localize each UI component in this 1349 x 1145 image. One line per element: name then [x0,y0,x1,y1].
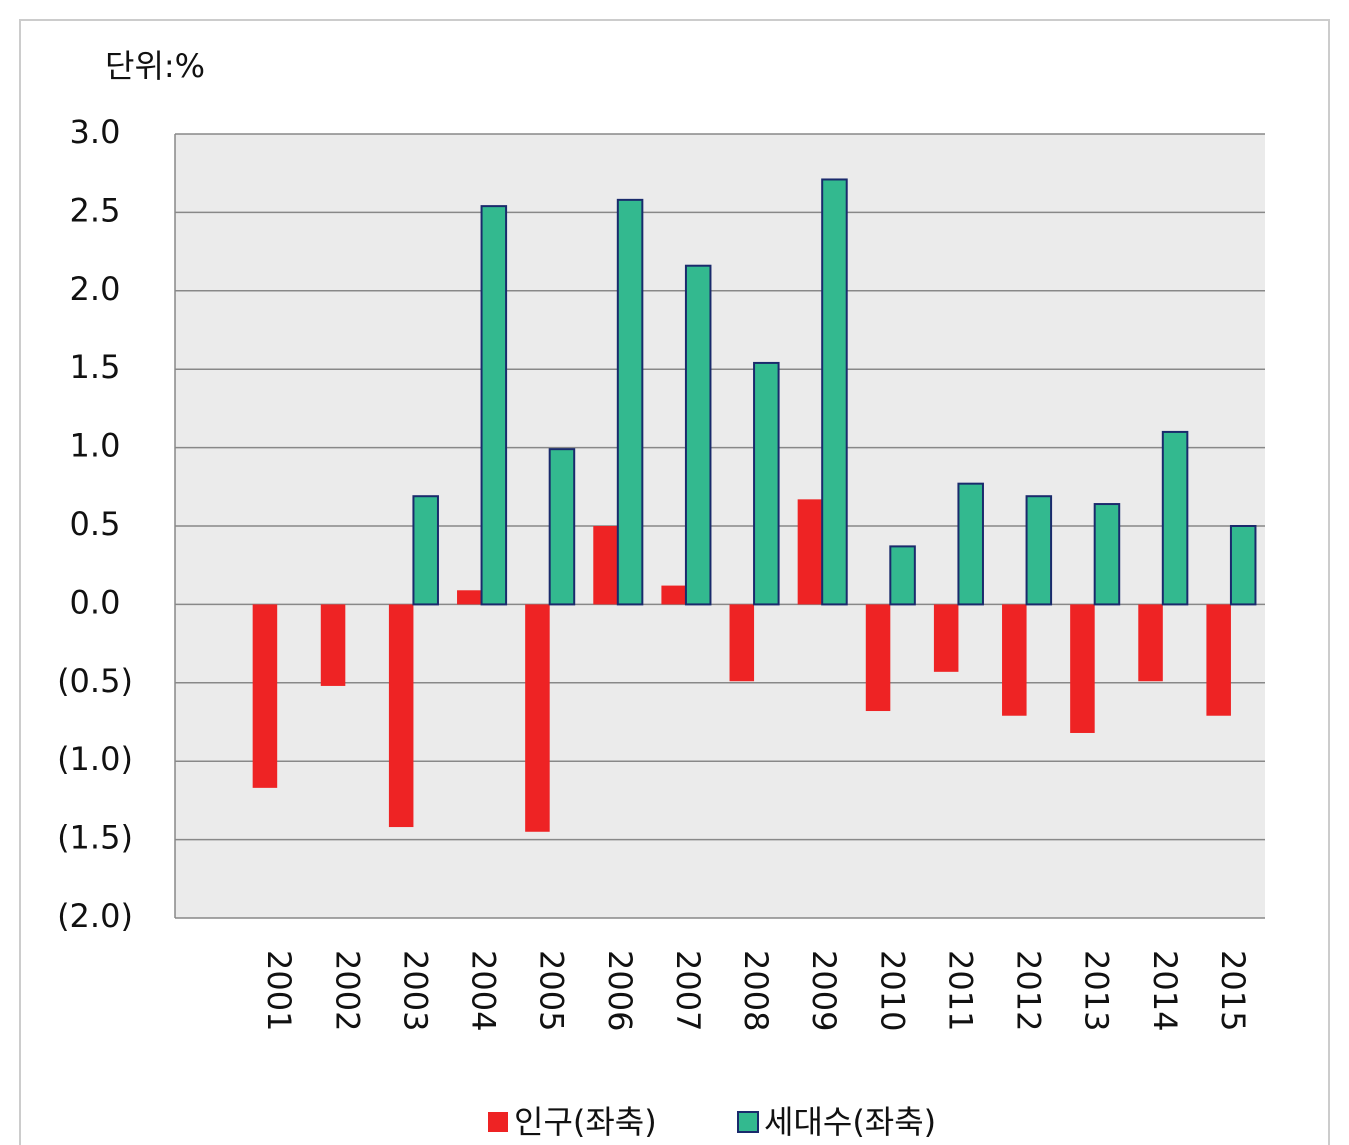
bar [865,604,891,712]
bar [388,604,414,828]
unit-label: 단위:% [105,47,205,85]
bar [753,361,780,606]
bar [729,604,755,682]
bar [1070,604,1095,733]
legend-label: 세대수(좌축) [764,1103,936,1141]
bar [797,499,823,605]
y-tick-label: 3.0 [70,113,121,151]
bar [1161,430,1189,606]
bar [616,198,644,606]
legend-label: 인구(좌축) [514,1103,657,1141]
bar [1138,604,1163,682]
bar [252,604,278,788]
x-tick-label: 2002 [328,950,366,1031]
bar [320,604,346,686]
x-tick-label: 2007 [669,950,707,1031]
legend-swatch [488,1112,508,1132]
bar [1093,503,1121,606]
x-tick-label: 2009 [805,950,843,1031]
y-tick-label: 1.5 [70,348,121,386]
bar [593,526,618,605]
bar [412,495,439,606]
bar [889,545,916,606]
bar [1229,525,1257,606]
bar [457,590,482,605]
x-tick-label: 2011 [941,950,979,1031]
x-tick-label: 2005 [533,950,571,1031]
y-tick-label: 2.0 [70,270,121,308]
x-tick-label: 2012 [1010,950,1048,1031]
x-tick-label: 2006 [601,950,639,1031]
legend-swatch [737,1111,759,1133]
bar [957,482,984,606]
bar [684,264,712,606]
bar [480,205,508,606]
y-tick-label: 2.5 [70,191,121,229]
x-tick-label: 2003 [396,950,434,1031]
bar [1025,495,1053,606]
y-tick-label: (2.0) [57,897,133,935]
x-tick-label: 2004 [465,950,503,1031]
x-tick-label: 2008 [737,950,775,1031]
y-tick-label: 0.5 [70,505,121,543]
bar [1002,604,1027,716]
x-tick-label: 2015 [1214,950,1252,1031]
bar [525,604,550,832]
y-tick-label: 1.0 [70,427,121,465]
bar [661,585,686,605]
bar [1206,604,1231,716]
bar [548,448,576,606]
x-tick-label: 2013 [1078,950,1116,1031]
x-tick-label: 2010 [873,950,911,1031]
x-tick-label: 2014 [1146,950,1184,1031]
bar [821,178,848,606]
bar [933,604,959,672]
y-tick-label: (1.0) [57,740,133,778]
y-tick-label: (1.5) [57,819,133,857]
x-tick-label: 2001 [260,950,298,1031]
y-tick-label: 0.0 [70,583,121,621]
y-tick-label: (0.5) [57,662,133,700]
